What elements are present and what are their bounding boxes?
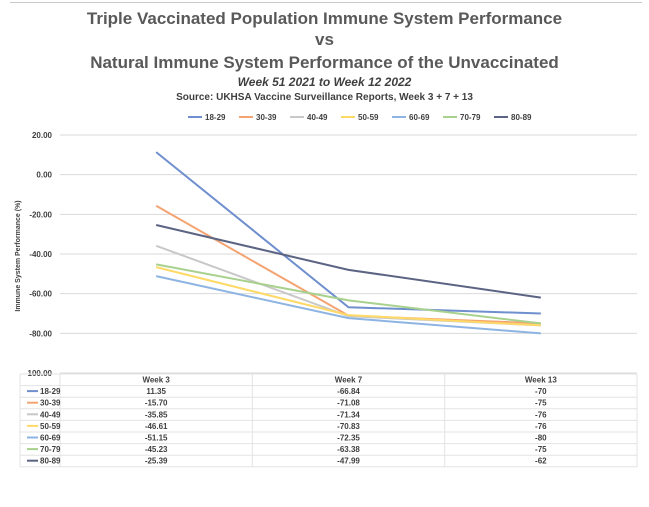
table-cell-value: -62 [535,457,547,466]
table-cell-value: -75 [535,399,547,408]
table-cell-value: -80 [535,434,547,443]
legend-entry: 70-79 [460,113,481,122]
x-category-label: Week 13 [525,376,557,385]
legend-entry: 60-69 [409,113,430,122]
table-cell-value: -25.39 [145,457,168,466]
y-axis-title: Immune System Performance (%) [15,200,22,311]
y-tick-label: -80.00 [29,329,52,338]
table-cell-value: -66.84 [337,387,360,396]
chart-source: Source: UKHSA Vaccine Surveillance Repor… [176,92,473,103]
x-category-label: Week 3 [142,376,170,385]
table-cell-value: -15.70 [145,399,168,408]
series-lines [155,151,541,335]
chart-titles: Triple Vaccinated Population Immune Syst… [0,8,649,106]
legend: 18-29 30-39 40-49 50-59 60-69 70-79 80-89 [188,113,532,122]
table-cell-value: -46.61 [145,422,168,431]
series-line-30-39 [155,204,541,325]
legend-entry: 40-49 [307,113,328,122]
y-tick-label: -20.00 [29,210,52,219]
table-cell-value: -75 [535,445,547,454]
series-line-60-69 [155,275,541,335]
table-cell-value: -76 [535,422,547,431]
table-series-name: 60-69 [40,434,61,443]
series-line-80-89 [155,224,541,299]
table-cell-value: 11.35 [146,387,166,396]
table-cell-value: -71.34 [337,410,360,419]
table-series-name: 50-59 [40,422,61,431]
table-series-name: 40-49 [40,410,61,419]
series-line-40-49 [155,244,541,327]
table-cell-value: -71.08 [337,399,360,408]
top-border [10,2,642,3]
legend-entry: 30-39 [256,113,277,122]
series-line-50-59 [155,266,541,327]
table-series-name: 18-29 [40,387,61,396]
table-cell-value: -72.35 [337,434,360,443]
series-line-18-29 [155,151,541,315]
chart-subtitle: Week 51 2021 to Week 12 2022 [237,75,412,89]
data-table: Week 3 Week 7 Week 13 18-29 11.35 -66.84 -70 30… [19,373,638,468]
chart-title-line-2: vs [315,30,334,49]
x-category-label: Week 7 [335,376,363,385]
legend-entry: 50-59 [358,113,379,122]
table-series-name: 80-89 [40,457,61,466]
y-tick-label: 0.00 [36,171,52,180]
table-cell-value: -45.23 [145,445,168,454]
y-tick-label: -40.00 [29,250,52,259]
table-cell-value: -63.38 [337,445,360,454]
table-series-name: 30-39 [40,399,61,408]
y-tick-label: -60.00 [29,290,52,299]
chart-title-line-1: Triple Vaccinated Population Immune Syst… [86,9,563,28]
table-cell-value: -35.85 [145,410,168,419]
table-series-name: 70-79 [40,445,61,454]
y-tick-label: 20.00 [32,131,53,140]
table-cell-value: -47.99 [337,457,360,466]
y-axis: 20.000.00-20.00-40.00-60.00-80.00-100.00 [25,131,53,378]
table-cell-value: -76 [535,410,547,419]
legend-entry: 80-89 [511,113,532,122]
grid [60,134,637,374]
table-cell-value: -51.15 [145,434,168,443]
table-cell-value: -70 [535,387,547,396]
legend-entry: 18-29 [205,113,226,122]
table-cell-value: -70.83 [337,422,360,431]
series-line-70-79 [155,263,541,325]
chart-title-line-3: Natural Immune System Performance of the… [90,53,559,72]
